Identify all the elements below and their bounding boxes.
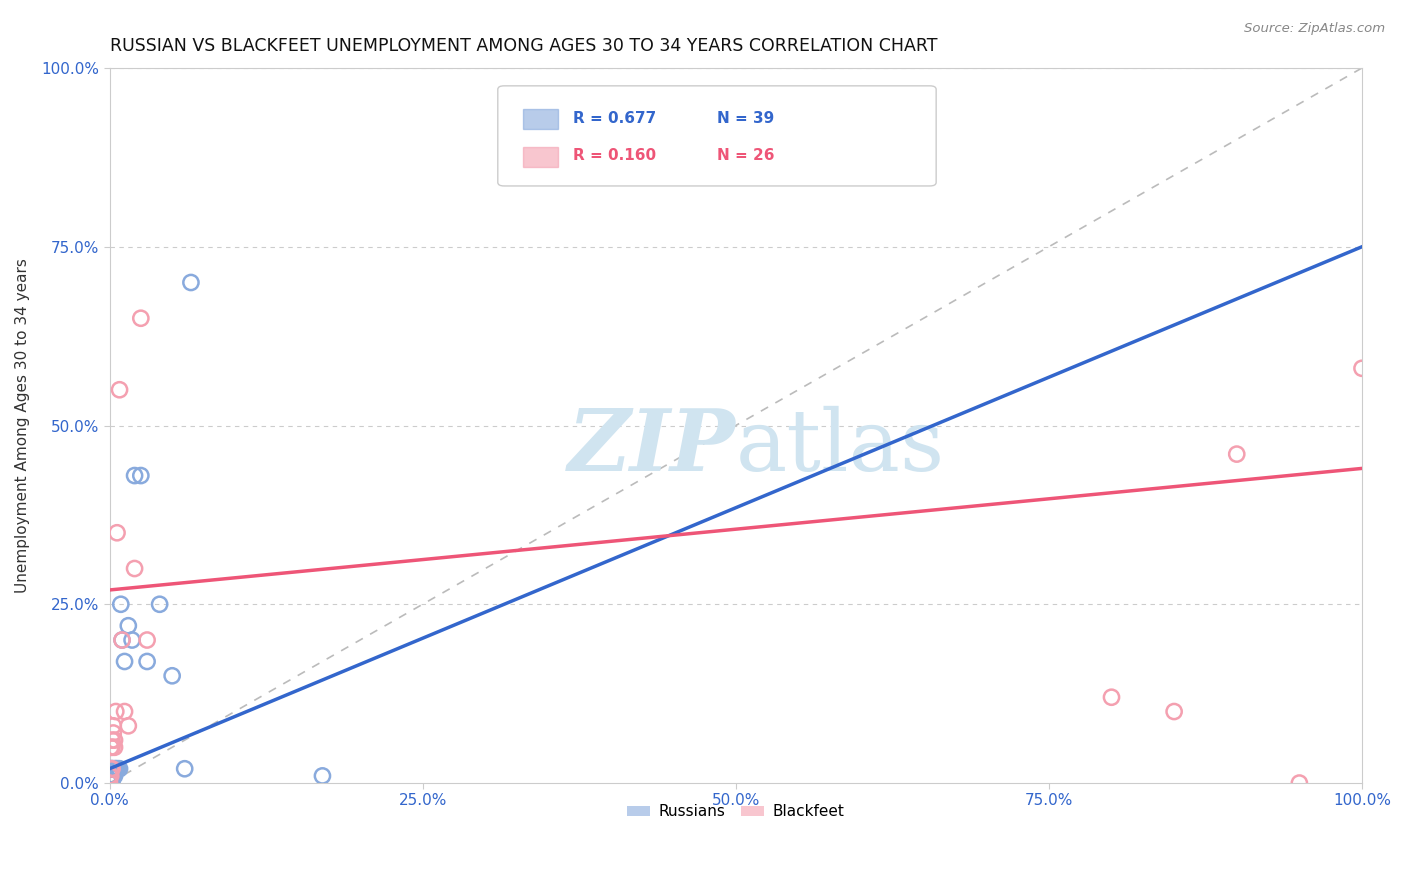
Text: N = 26: N = 26 xyxy=(717,148,775,163)
Russians xyxy=(114,655,136,669)
Russians xyxy=(149,597,172,611)
Blackfeet xyxy=(103,726,125,740)
Blackfeet xyxy=(1101,690,1123,705)
Russians xyxy=(100,776,122,790)
Russians xyxy=(311,769,333,783)
Text: ZIP: ZIP xyxy=(568,405,735,489)
Y-axis label: Unemployment Among Ages 30 to 34 years: Unemployment Among Ages 30 to 34 years xyxy=(15,258,30,593)
Russians xyxy=(124,468,146,483)
Russians xyxy=(103,769,125,783)
Russians xyxy=(136,655,159,669)
FancyBboxPatch shape xyxy=(523,110,558,129)
Russians xyxy=(103,769,125,783)
Russians xyxy=(111,633,134,648)
Blackfeet xyxy=(101,733,124,747)
Text: Source: ZipAtlas.com: Source: ZipAtlas.com xyxy=(1244,22,1385,36)
Blackfeet xyxy=(100,740,122,755)
Russians xyxy=(100,769,122,783)
Russians xyxy=(101,762,124,776)
Russians xyxy=(100,769,122,783)
Text: N = 39: N = 39 xyxy=(717,111,775,126)
Russians xyxy=(98,776,121,790)
Blackfeet xyxy=(108,383,131,397)
Russians xyxy=(173,762,195,776)
Blackfeet xyxy=(105,525,128,540)
FancyBboxPatch shape xyxy=(498,86,936,186)
Russians xyxy=(100,776,122,790)
Text: R = 0.160: R = 0.160 xyxy=(572,148,657,163)
Blackfeet xyxy=(129,311,152,326)
Russians xyxy=(101,776,124,790)
Blackfeet xyxy=(100,769,122,783)
Blackfeet xyxy=(1163,705,1185,719)
Russians xyxy=(105,762,128,776)
Blackfeet xyxy=(101,740,124,755)
Blackfeet xyxy=(104,705,127,719)
Blackfeet xyxy=(111,633,134,648)
Russians xyxy=(98,776,121,790)
Blackfeet xyxy=(124,561,146,575)
Russians xyxy=(104,762,127,776)
Blackfeet xyxy=(98,776,121,790)
Russians xyxy=(180,276,202,290)
Russians xyxy=(108,762,131,776)
Russians xyxy=(129,468,152,483)
Russians xyxy=(98,776,121,790)
Blackfeet xyxy=(114,705,136,719)
Russians xyxy=(98,769,121,783)
Blackfeet xyxy=(101,762,124,776)
Russians xyxy=(103,769,125,783)
Russians xyxy=(98,776,121,790)
Text: atlas: atlas xyxy=(735,405,945,489)
Russians xyxy=(101,762,124,776)
Legend: Russians, Blackfeet: Russians, Blackfeet xyxy=(620,798,851,825)
Text: R = 0.677: R = 0.677 xyxy=(572,111,657,126)
Russians xyxy=(101,769,124,783)
Blackfeet xyxy=(103,740,125,755)
Russians xyxy=(121,633,143,648)
Russians xyxy=(103,762,125,776)
Blackfeet xyxy=(136,633,159,648)
Blackfeet xyxy=(1226,447,1249,461)
Russians xyxy=(110,597,132,611)
Russians xyxy=(101,769,124,783)
Russians xyxy=(104,762,127,776)
Russians xyxy=(98,769,121,783)
Russians xyxy=(117,618,139,632)
FancyBboxPatch shape xyxy=(523,147,558,168)
Blackfeet xyxy=(1351,361,1374,376)
Blackfeet xyxy=(100,762,122,776)
Russians xyxy=(160,669,183,683)
Blackfeet xyxy=(1288,776,1310,790)
Russians xyxy=(100,762,122,776)
Blackfeet xyxy=(98,769,121,783)
Text: RUSSIAN VS BLACKFEET UNEMPLOYMENT AMONG AGES 30 TO 34 YEARS CORRELATION CHART: RUSSIAN VS BLACKFEET UNEMPLOYMENT AMONG … xyxy=(110,37,936,55)
Blackfeet xyxy=(103,733,125,747)
Blackfeet xyxy=(103,719,125,733)
Blackfeet xyxy=(117,719,139,733)
Russians xyxy=(103,762,125,776)
Russians xyxy=(107,762,129,776)
